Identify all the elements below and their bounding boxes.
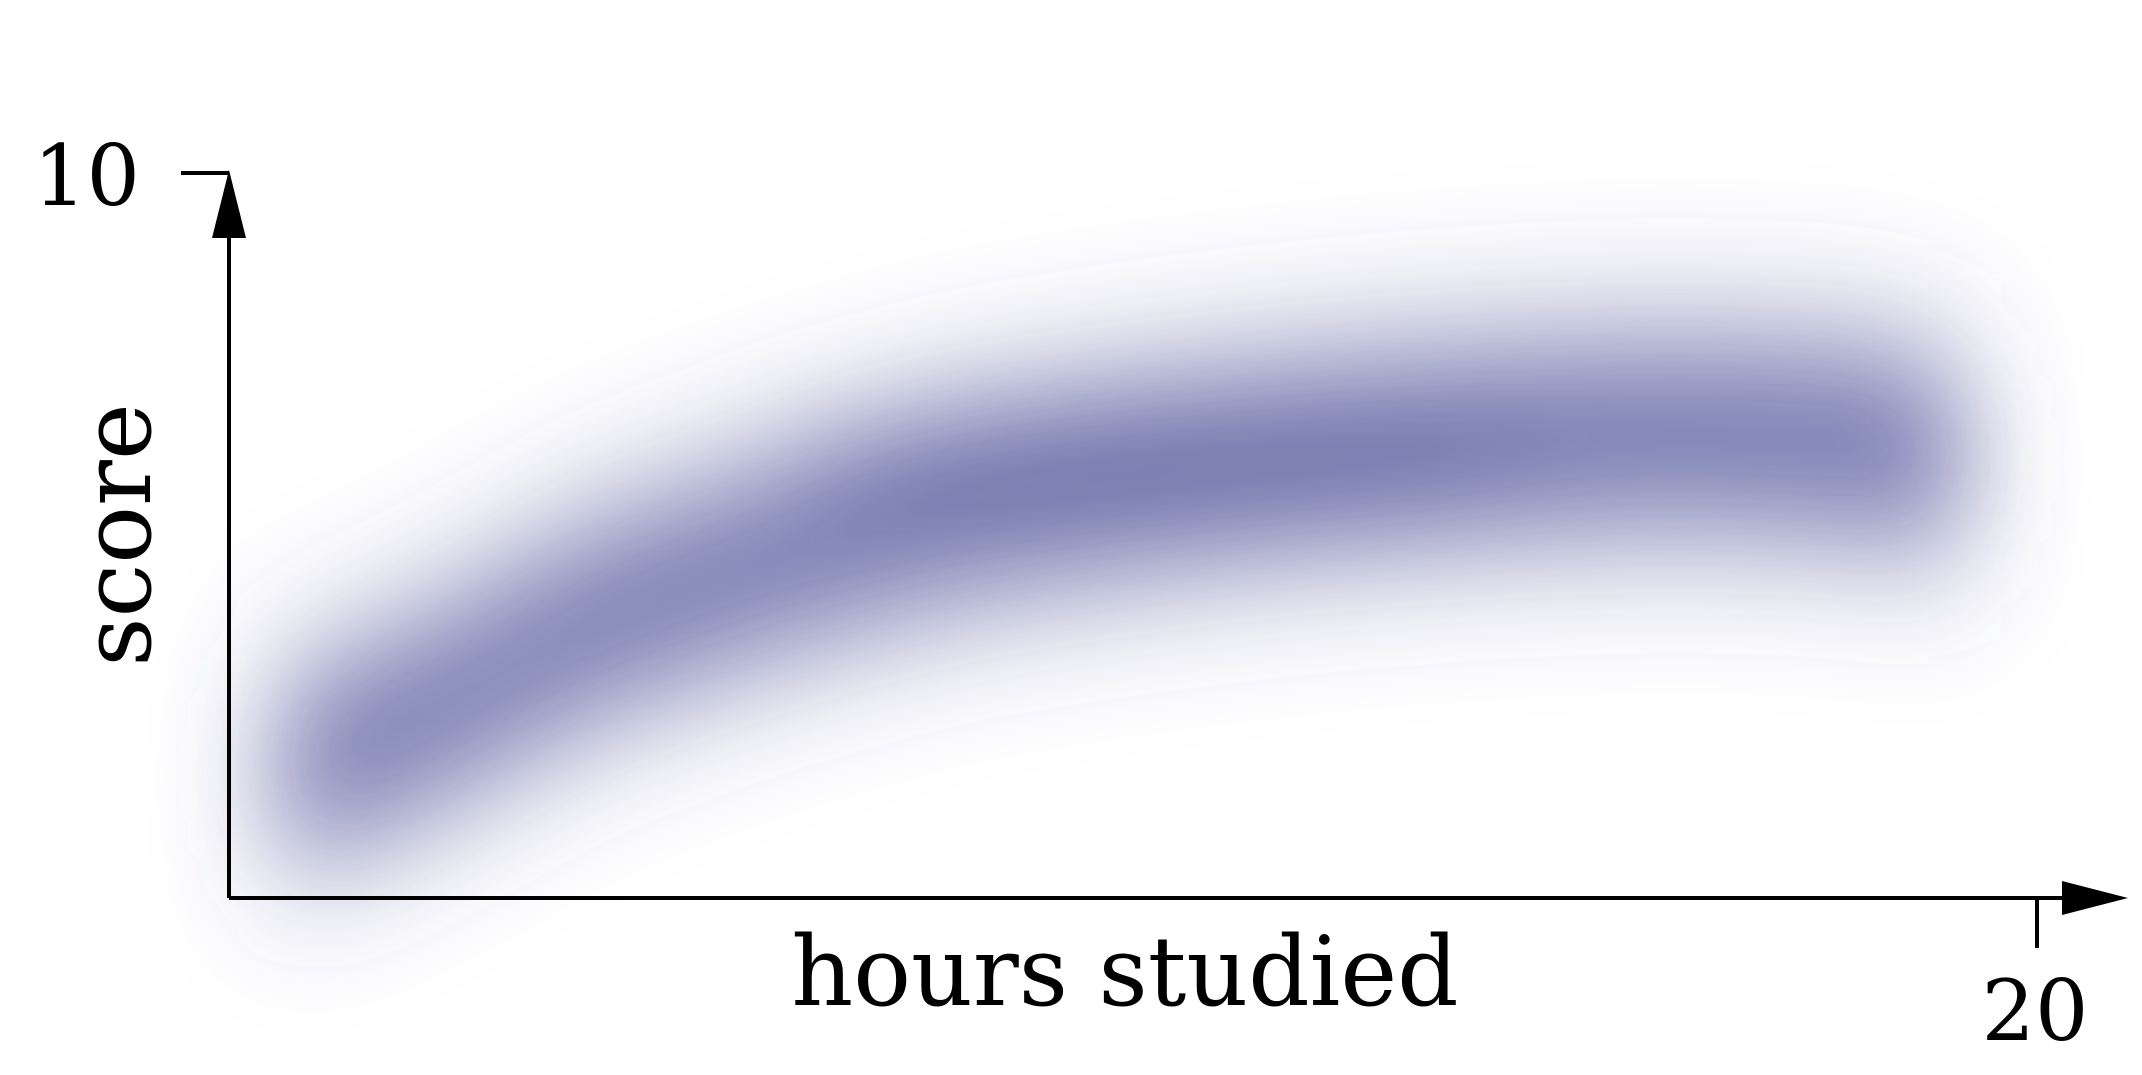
x-axis-label: hours studied (791, 916, 1458, 1028)
y-axis-arrow (212, 170, 246, 238)
y-axis-label: score (61, 403, 173, 667)
axes (181, 170, 2128, 948)
y-tick-label: 10 (33, 127, 140, 225)
density-band (274, 264, 1965, 952)
density-peak (798, 418, 1559, 508)
x-tick-label: 20 (1982, 962, 2089, 1060)
x-axis-arrow (2062, 881, 2128, 915)
